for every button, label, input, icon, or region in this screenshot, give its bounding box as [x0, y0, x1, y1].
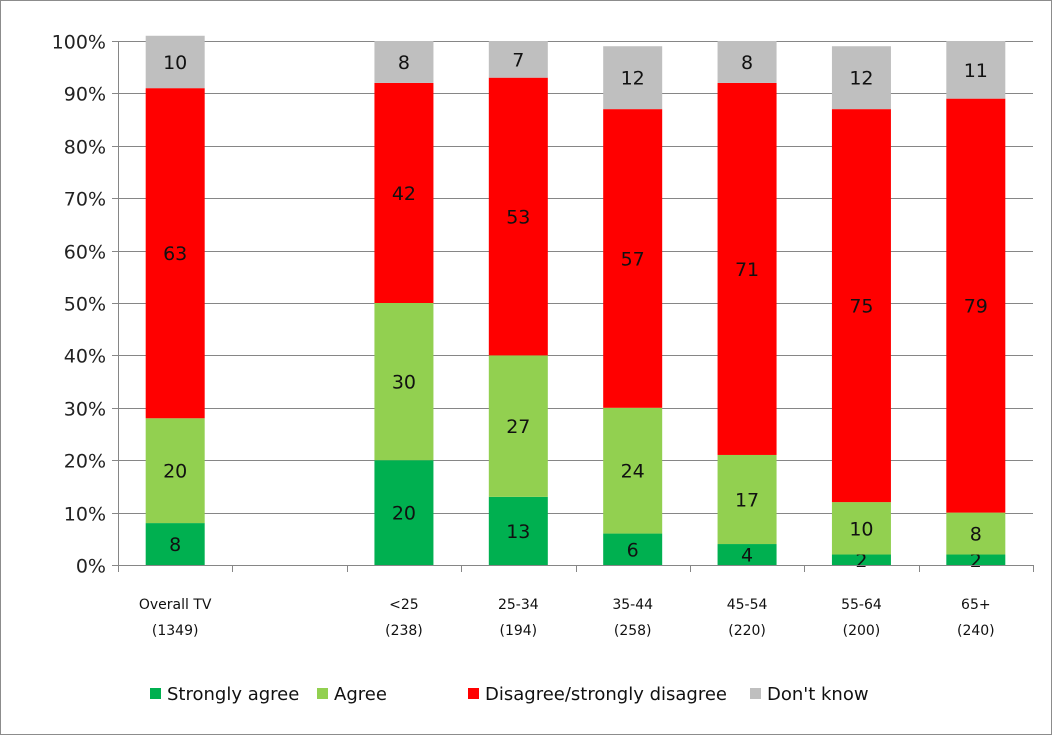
y-tick-label: 60%: [64, 242, 106, 264]
bar-segment: [145, 418, 205, 524]
x-category-count: (194): [499, 623, 537, 639]
y-tick-label: 0%: [76, 556, 106, 578]
bar-segment: [603, 407, 663, 534]
data-label: 8: [398, 52, 410, 74]
data-label: 53: [506, 207, 530, 229]
bar-segment: [831, 46, 891, 110]
legend-label: Don't know: [767, 684, 869, 705]
x-category-count: (258): [614, 623, 652, 639]
bar-segment: [717, 454, 777, 545]
y-tick-label: 50%: [64, 294, 106, 316]
bar-segment: [145, 88, 205, 419]
x-category-label: 25-34: [498, 597, 539, 613]
legend-label: Disagree/strongly disagree: [485, 684, 727, 705]
bar-segment: [717, 82, 777, 455]
data-label: 10: [163, 52, 187, 74]
data-label: 2: [970, 550, 982, 572]
y-tick-label: 10%: [64, 504, 106, 526]
data-label: 8: [970, 524, 982, 546]
x-axis-ticks: Overall TV (1349) <25 (238) 25-34 (194) 35-44 (…: [139, 597, 995, 639]
data-label: 6: [627, 539, 639, 561]
data-label: 11: [964, 60, 988, 82]
data-label: 75: [849, 296, 873, 318]
bars: 8 20 63 10 20 30 42 8 13 27 53 7 6 24 57 12 4 17 71 8 2 10 75 1…: [145, 35, 1006, 572]
data-label: 2: [855, 550, 867, 572]
bar-segment: [488, 355, 548, 497]
y-tick-label: 100%: [52, 32, 106, 54]
legend-swatch: [468, 688, 479, 699]
legend-label: Strongly agree: [167, 684, 299, 705]
legend-swatch: [317, 688, 328, 699]
x-category-count: (240): [957, 623, 995, 639]
bar-segment: [831, 109, 891, 503]
bar-segment: [374, 41, 434, 83]
y-tick-label: 20%: [64, 451, 106, 473]
x-category-label: 45-54: [727, 597, 768, 613]
bar-segment: [717, 544, 777, 565]
bar-segment: [374, 303, 434, 461]
bar-segment: [946, 41, 1006, 99]
data-label: 24: [621, 461, 645, 483]
legend-swatch: [750, 688, 761, 699]
bar-segment: [717, 41, 777, 83]
data-label: 8: [741, 52, 753, 74]
bar-segment: [145, 35, 205, 89]
x-category-count: (220): [728, 623, 766, 639]
data-label: 63: [163, 243, 187, 265]
y-tick-label: 80%: [64, 137, 106, 159]
bar-segment: [831, 554, 891, 565]
bar-segment: [488, 41, 548, 78]
bar-segment: [603, 109, 663, 408]
y-tick-label: 30%: [64, 399, 106, 421]
bar-segment: [946, 554, 1006, 565]
data-label: 20: [163, 461, 187, 483]
data-label: 71: [735, 259, 759, 281]
x-category-label: 35-44: [612, 597, 653, 613]
bar-segment: [374, 460, 434, 565]
data-label: 17: [735, 490, 759, 512]
data-label: 8: [169, 534, 181, 556]
y-axis-ticks: 0% 10% 20% 30% 40% 50% 60% 70% 80% 90% 100%: [52, 32, 106, 578]
bar-segment: [145, 523, 205, 565]
data-label: 57: [621, 248, 645, 270]
x-category-label: Overall TV: [139, 597, 212, 613]
data-label: 13: [506, 521, 530, 543]
y-tick-label: 90%: [64, 84, 106, 106]
data-label: 20: [392, 503, 416, 525]
data-label: 27: [506, 416, 530, 438]
bar-segment: [603, 46, 663, 110]
y-tick-label: 40%: [64, 346, 106, 368]
bar-segment: [946, 512, 1006, 555]
gridlines: [118, 41, 1033, 514]
axes: [112, 41, 1034, 572]
x-category-label: 65+: [961, 597, 991, 613]
bar-segment: [374, 82, 434, 303]
bar-segment: [603, 533, 663, 565]
legend: Strongly agree Agree Disagree/strongly dis…: [150, 684, 869, 705]
x-category-label: 55-64: [841, 597, 882, 613]
bar-segment: [946, 98, 1006, 513]
bar-segment: [831, 502, 891, 555]
data-label: 7: [512, 49, 524, 71]
data-label: 30: [392, 372, 416, 394]
data-label: 12: [621, 68, 645, 90]
x-category-count: (1349): [152, 623, 199, 639]
x-category-count: (200): [843, 623, 881, 639]
data-label: 79: [964, 296, 988, 318]
legend-swatch: [150, 688, 161, 699]
data-label: 12: [849, 68, 873, 90]
x-category-count: (238): [385, 623, 423, 639]
data-label: 42: [392, 183, 416, 205]
data-label: 4: [741, 545, 753, 567]
legend-label: Agree: [334, 684, 387, 705]
x-category-label: <25: [389, 597, 419, 613]
y-tick-label: 70%: [64, 189, 106, 211]
data-label: 10: [849, 518, 873, 540]
bar-segment: [488, 77, 548, 356]
bar-segment: [488, 496, 548, 565]
